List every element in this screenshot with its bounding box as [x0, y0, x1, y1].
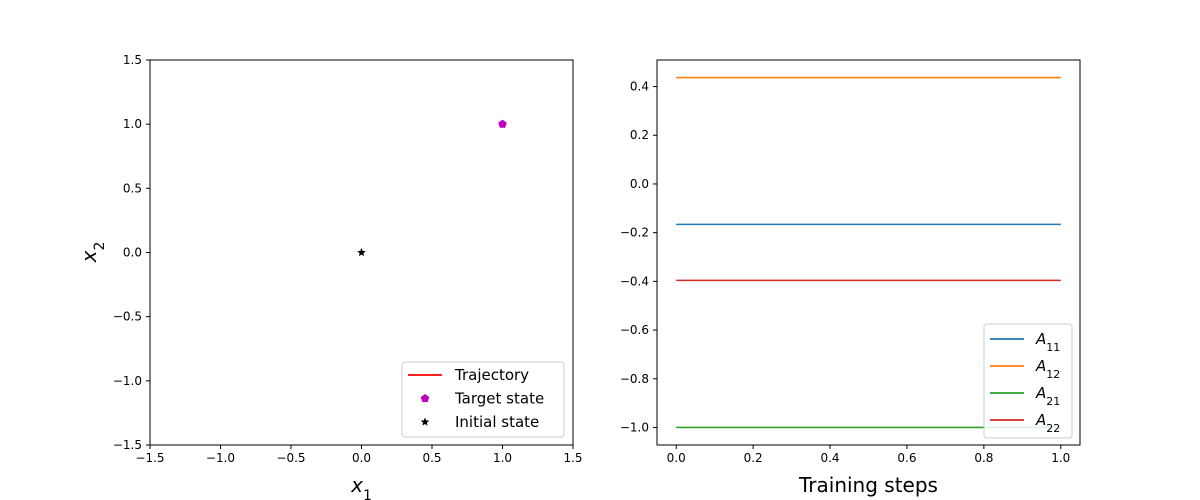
- legend-label: Initial state: [455, 413, 539, 431]
- legend-label: A11: [1035, 330, 1060, 354]
- left-x-axis-label-main: x: [350, 473, 363, 497]
- left-subplot: −1.5 −1.0 −0.5 0.0 0.5 1.0 1.5 −1.5 −1.0 −0.5 0.0 0…: [77, 53, 583, 500]
- left-y-axis-label-main: x: [77, 250, 101, 263]
- left-y-tick-label: −0.5: [113, 310, 142, 324]
- right-x-tick-label: 0.0: [667, 451, 686, 465]
- left-x-tick-label: −1.5: [135, 451, 164, 465]
- left-y-axis-label: x2: [77, 242, 108, 264]
- right-y-tick-label: −0.8: [620, 372, 649, 386]
- legend-label-sub: 22: [1046, 422, 1060, 435]
- left-x-tick-label: 0.5: [422, 451, 441, 465]
- left-legend: Trajectory Target state Initial state: [401, 361, 565, 438]
- right-subplot: 0.0 0.2 0.4 0.6 0.8 1.0 −1.0 −0.8 −0.6 −0.4 −0.2 0.…: [620, 59, 1081, 497]
- legend-label-sub: 12: [1046, 368, 1060, 381]
- legend-label-main: A: [1035, 357, 1046, 375]
- right-x-tick-label: 0.6: [897, 451, 916, 465]
- legend-initial-state-handle: [420, 417, 430, 426]
- right-legend-frame: [983, 323, 1073, 439]
- left-y-tick-label: 1.5: [123, 53, 142, 67]
- right-x-tick-label: 1.0: [1051, 451, 1070, 465]
- right-y-tick-label: −0.4: [620, 274, 649, 288]
- right-y-tick-label: 0.2: [630, 128, 649, 142]
- left-x-tick-label: 1.5: [563, 451, 582, 465]
- right-axes-frame: [656, 59, 1081, 446]
- left-y-tick-label: 0.0: [123, 246, 142, 260]
- initial-state-marker: [357, 248, 366, 257]
- right-x-tick-label: 0.8: [974, 451, 993, 465]
- legend-label-main: A: [1035, 330, 1046, 348]
- left-x-tick-label: 1.0: [493, 451, 512, 465]
- legend-label-main: A: [1035, 411, 1046, 429]
- right-y-tick-label: −0.6: [620, 323, 649, 337]
- left-x-tick-label: 0.0: [352, 451, 371, 465]
- left-y-tick-label: 1.0: [123, 117, 142, 131]
- legend-label-sub: 21: [1046, 395, 1060, 408]
- left-legend-frame: [401, 361, 565, 438]
- left-y-axis-label-sub: 2: [92, 242, 108, 251]
- legend-label: A21: [1035, 384, 1060, 408]
- right-x-axis-label: Training steps: [798, 473, 938, 497]
- legend-label: A12: [1035, 357, 1060, 381]
- legend-label: A22: [1035, 411, 1060, 435]
- left-x-axis-label-sub: 1: [363, 488, 372, 500]
- left-x-tick-label: −1.0: [206, 451, 235, 465]
- right-x-tick-label: 0.4: [820, 451, 839, 465]
- legend-label-main: A: [1035, 384, 1046, 402]
- right-y-tick-label: 0.4: [630, 80, 649, 94]
- left-y-tick-label: 0.5: [123, 181, 142, 195]
- right-x-tick-label: 0.2: [744, 451, 763, 465]
- legend-label-sub: 11: [1046, 341, 1060, 354]
- left-y-tick-label: −1.0: [113, 374, 142, 388]
- right-y-tick-label: −1.0: [620, 420, 649, 434]
- left-y-tick-label: −1.5: [113, 438, 142, 452]
- right-y-tick-label: −0.2: [620, 226, 649, 240]
- target-state-marker: [498, 119, 507, 128]
- legend-label: Trajectory: [454, 366, 529, 384]
- legend-target-state-handle: [420, 394, 430, 403]
- left-x-tick-label: −0.5: [276, 451, 305, 465]
- left-x-axis-label: x1: [350, 473, 372, 500]
- right-y-tick-label: 0.0: [630, 177, 649, 191]
- legend-label: Target state: [454, 390, 544, 408]
